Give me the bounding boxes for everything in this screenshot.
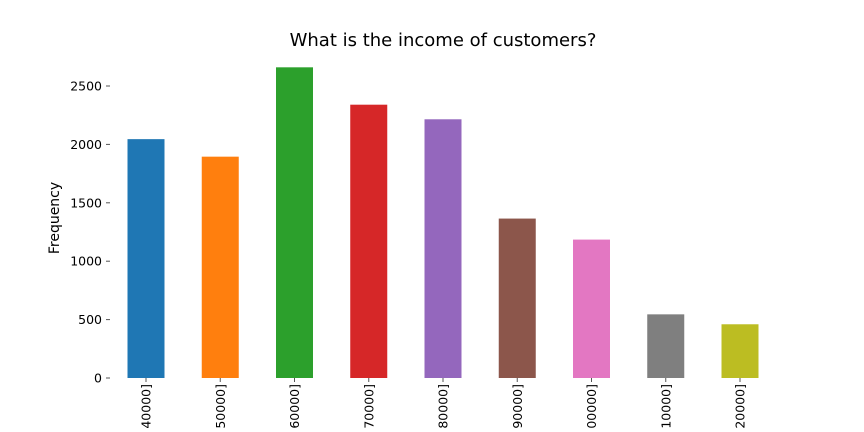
x-tick-label: 70000] — [361, 384, 376, 429]
y-axis-label: Frequency — [47, 182, 63, 254]
x-tick-label: 90000] — [510, 384, 525, 429]
bar — [647, 314, 685, 378]
x-tick-label: 40000] — [139, 384, 154, 429]
bar — [276, 67, 313, 378]
bar — [424, 119, 462, 379]
bar — [498, 218, 536, 378]
bars — [127, 67, 759, 379]
y-tick-label: 1500 — [70, 195, 102, 210]
bar — [201, 156, 239, 378]
chart-title: What is the income of customers? — [290, 30, 597, 51]
x-tick-label: 10000] — [658, 384, 673, 429]
y-tick-label: 0 — [94, 371, 102, 386]
bar — [721, 324, 759, 378]
y-tick-label: 2500 — [70, 79, 102, 94]
y-tick-label: 500 — [78, 312, 102, 327]
x-tick-label: 50000] — [213, 384, 228, 429]
y-axis: 0 500 1000 1500 2000 2500 — [70, 79, 110, 386]
x-tick-label: 20000] — [733, 384, 748, 429]
x-tick-label: 60000] — [287, 384, 302, 429]
x-tick-label: 00000] — [584, 384, 599, 429]
x-axis: 40000] 50000] 60000] 70000] 80000] 90000] 0000… — [139, 378, 748, 429]
y-tick-label: 1000 — [70, 254, 102, 269]
bar — [127, 139, 165, 378]
bar — [350, 104, 388, 379]
x-tick-label: 80000] — [436, 384, 451, 429]
bar — [573, 239, 610, 378]
y-tick-label: 2000 — [70, 137, 102, 152]
